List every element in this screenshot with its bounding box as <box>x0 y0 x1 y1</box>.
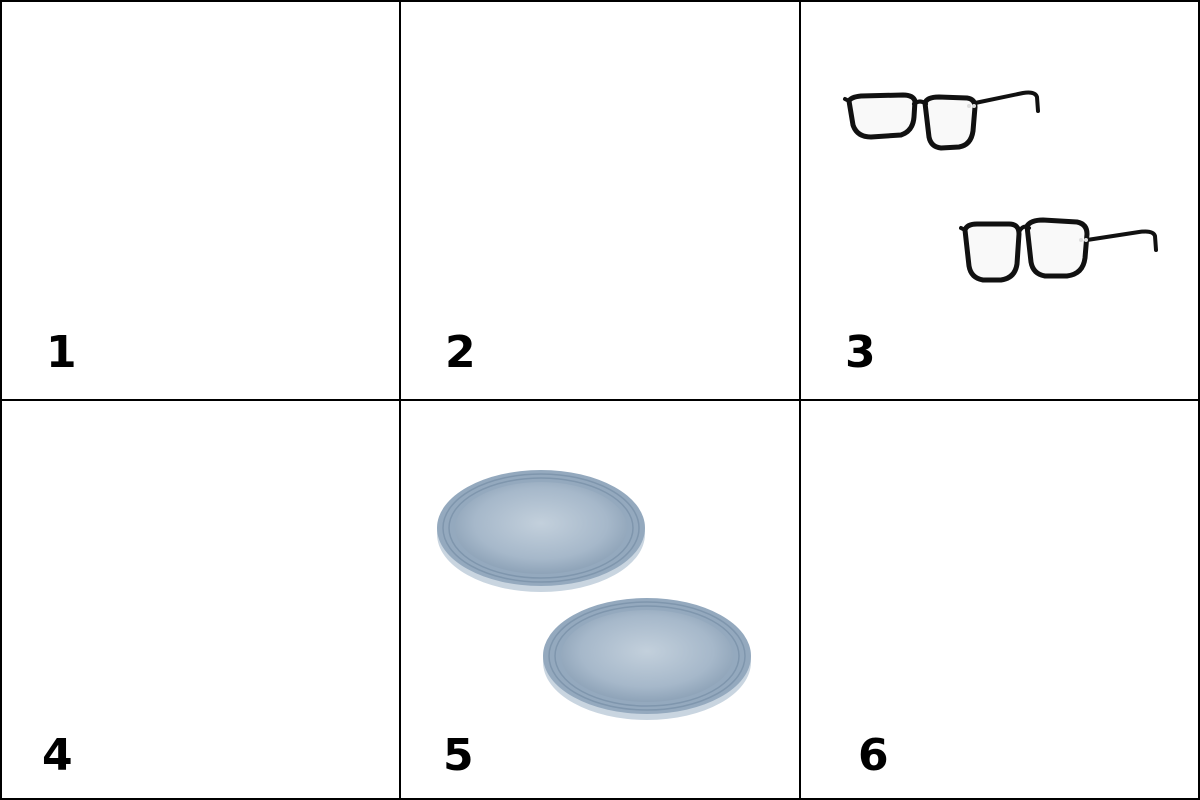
grid-cell-6: 6 <box>799 399 1200 800</box>
cell-number-4: 4 <box>42 730 73 781</box>
cell-number-5: 5 <box>443 730 474 781</box>
cell-number-3: 3 <box>845 327 876 378</box>
plate-icon <box>437 470 645 592</box>
grid-cell-3: 3 <box>799 0 1200 401</box>
grid-cell-2: 2 <box>399 0 801 401</box>
grid-cell-5: 5 <box>399 399 801 800</box>
cell-number-6: 6 <box>858 730 889 781</box>
plate-icon <box>543 598 751 720</box>
cell-number-1: 1 <box>46 327 77 378</box>
grid-cell-4: 4 <box>0 399 401 800</box>
cell-number-2: 2 <box>445 327 476 378</box>
grid-cell-1: 1 <box>0 0 401 401</box>
glasses-icon <box>959 217 1158 283</box>
glasses-icon <box>843 90 1040 151</box>
